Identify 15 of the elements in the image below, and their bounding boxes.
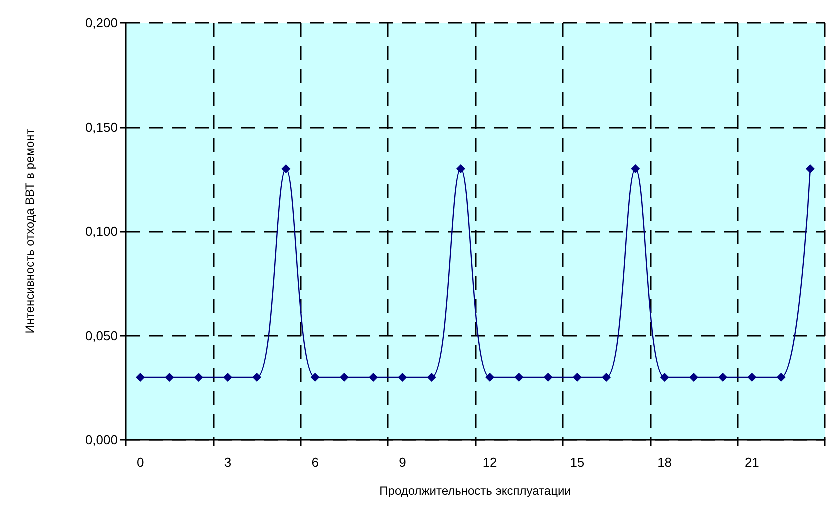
x-tick-label: 12 [482,455,498,470]
x-tick-label: 6 [312,455,319,470]
y-tick-label: 0,000 [85,432,118,448]
y-tick-label: 0,100 [85,224,118,239]
x-tick-label: 3 [224,455,232,470]
x-tick-label: 9 [399,455,406,470]
y-axis-title: Интенсивность отхода ВВТ в ремонт [23,128,37,334]
x-tick-label: 0 [136,455,144,470]
y-tick-label: 0,050 [85,328,118,344]
x-axis-title: Продолжительность эксплуатации [380,484,572,498]
x-tick-label: 21 [744,455,760,470]
x-tick-label: 15 [570,455,585,470]
y-tick-label: 0,200 [85,16,118,30]
y-tick-label: 0,150 [85,120,118,135]
x-tick-label: 18 [658,455,672,470]
